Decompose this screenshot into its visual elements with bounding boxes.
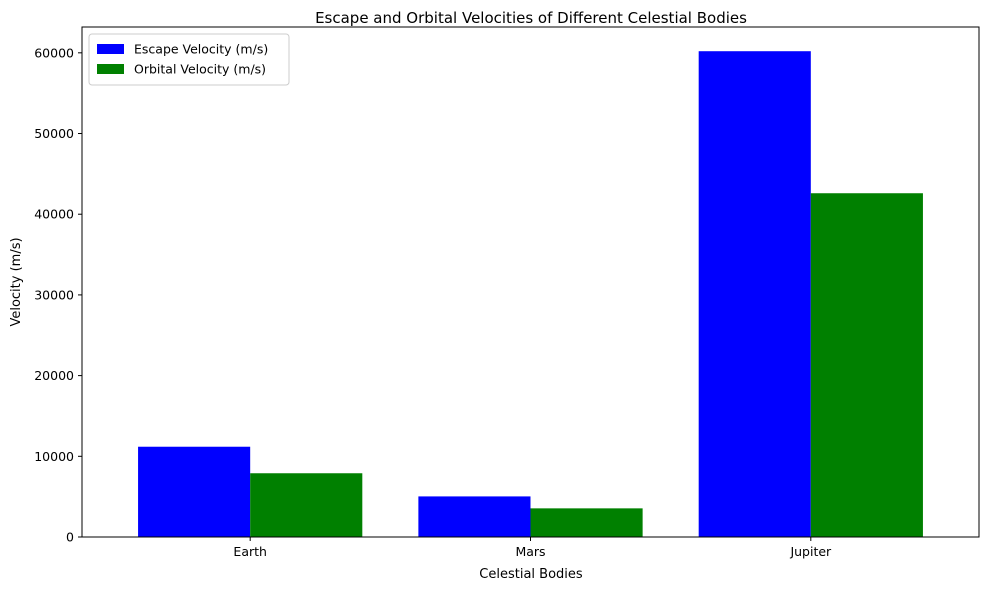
legend-swatch-escape: [97, 44, 124, 54]
bar-escape-earth: [138, 446, 251, 537]
legend-label-escape: Escape Velocity (m/s): [134, 42, 268, 57]
y-tick-label: 20000: [34, 368, 74, 383]
legend-label-orbital: Orbital Velocity (m/s): [134, 62, 266, 77]
bar-orbital-jupiter: [810, 193, 923, 537]
plot-frame: [81, 26, 980, 538]
y-axis: 0 10000 20000 30000 40000 50000 60000: [34, 45, 82, 545]
x-tick-label-earth: Earth: [233, 544, 267, 559]
y-tick-label: 0: [66, 530, 74, 545]
legend-swatch-orbital: [97, 64, 124, 74]
y-tick-label: 40000: [34, 207, 74, 222]
x-tick-label-jupiter: Jupiter: [789, 544, 832, 559]
chart-title: Escape and Orbital Velocities of Differe…: [315, 9, 747, 27]
y-tick-label: 10000: [34, 449, 74, 464]
bar-orbital-mars: [530, 508, 643, 537]
bar-escape-jupiter: [698, 51, 811, 537]
y-tick-label: 30000: [34, 287, 74, 302]
bar-orbital-earth: [250, 473, 363, 537]
x-tick-label-mars: Mars: [515, 544, 545, 559]
y-axis-label: Velocity (m/s): [9, 237, 24, 326]
bar-escape-mars: [418, 496, 531, 537]
legend-box: [88, 33, 290, 86]
x-axis: Earth Mars Jupiter: [233, 537, 832, 559]
bars-group: [138, 51, 923, 537]
x-axis-label: Celestial Bodies: [479, 567, 583, 582]
y-tick-label: 50000: [34, 126, 74, 141]
y-tick-label: 60000: [34, 45, 74, 60]
legend: Escape Velocity (m/s) Orbital Velocity (m…: [88, 33, 290, 86]
